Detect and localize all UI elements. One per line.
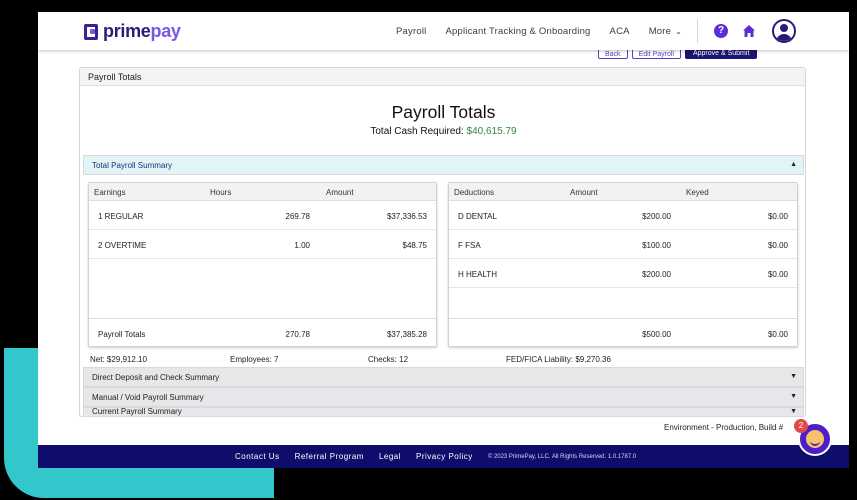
- card-header: Payroll Totals: [80, 68, 805, 86]
- deduction-keyed: $0.00: [767, 212, 788, 221]
- total-cash-required: Total Cash Required: $40,615.79: [80, 126, 807, 137]
- col-keyed: Keyed: [686, 188, 709, 197]
- chat-widget-button[interactable]: 2: [794, 419, 832, 456]
- app-window: primepay Payroll Applicant Tracking & On…: [38, 12, 849, 468]
- earning-amount: $37,336.53: [386, 212, 427, 221]
- deduction-keyed: $0.00: [767, 270, 788, 279]
- earning-name: 2 OVERTIME: [98, 241, 147, 250]
- payroll-summary-line: Net: $29,912.10 Employees: 7 Checks: 12 …: [80, 353, 807, 367]
- totals-amount: $37,385.28: [386, 330, 427, 339]
- accordion-current-payroll[interactable]: Current Payroll Summary ▼: [83, 407, 804, 417]
- earnings-totals-row: Payroll Totals 270.78 $37,385.28: [89, 318, 436, 346]
- col-hours: Hours: [210, 188, 232, 197]
- totals-keyed: $0.00: [767, 330, 788, 339]
- nav-payroll[interactable]: Payroll: [396, 25, 427, 37]
- chevron-down-icon: ⌄: [675, 26, 683, 36]
- col-earnings: Earnings: [94, 188, 126, 197]
- accordion-total-payroll-summary[interactable]: Total Payroll Summary ▲: [83, 155, 804, 175]
- totals-label: Payroll Totals: [98, 330, 146, 339]
- deduction-name: H HEALTH: [458, 270, 497, 279]
- earning-hours: 1.00: [294, 241, 310, 250]
- earning-hours: 269.78: [285, 212, 310, 221]
- table-row: 2 OVERTIME 1.00 $48.75: [89, 230, 436, 259]
- totals-amount: $500.00: [642, 330, 671, 339]
- cash-value: $40,615.79: [466, 126, 517, 137]
- earning-amount: $48.75: [402, 241, 427, 250]
- payroll-totals-card: Payroll Totals Payroll Totals Total Cash…: [79, 67, 806, 417]
- deductions-panel: Deductions Amount Keyed D DENTAL $200.00…: [448, 182, 798, 347]
- accordion-label: Manual / Void Payroll Summary: [92, 393, 204, 402]
- help-icon[interactable]: ?: [714, 24, 728, 38]
- employee-count: Employees: 7: [230, 355, 279, 364]
- footer-contact-us[interactable]: Contact Us: [235, 452, 280, 461]
- logo-text-prime: prime: [103, 21, 151, 41]
- avatar-head: [780, 24, 788, 32]
- deduction-name: F FSA: [458, 241, 481, 250]
- caret-down-icon: ▼: [790, 373, 797, 380]
- table-row: H HEALTH $200.00 $0.00: [449, 259, 797, 288]
- caret-down-icon: ▼: [790, 408, 797, 415]
- accordion-label: Current Payroll Summary: [92, 407, 182, 416]
- page-title: Payroll Totals: [391, 102, 496, 122]
- caret-down-icon: ▼: [790, 393, 797, 400]
- table-row: 1 REGULAR 269.78 $37,336.53: [89, 201, 436, 230]
- home-icon[interactable]: [742, 24, 756, 38]
- accordion-direct-deposit[interactable]: Direct Deposit and Check Summary ▼: [83, 367, 804, 387]
- chat-smiley-icon: [806, 430, 824, 448]
- user-avatar[interactable]: [772, 19, 796, 43]
- caret-up-icon: ▲: [790, 161, 797, 168]
- footer-copyright: © 2023 PrimePay, LLC. All Rights Reserve…: [487, 453, 637, 460]
- footer-legal[interactable]: Legal: [378, 452, 402, 461]
- earnings-panel: Earnings Hours Amount 1 REGULAR 269.78 $…: [88, 182, 437, 347]
- table-row: D DENTAL $200.00 $0.00: [449, 201, 797, 230]
- nav-applicant-tracking[interactable]: Applicant Tracking & Onboarding: [445, 25, 591, 37]
- avatar-body: [776, 34, 792, 41]
- deduction-amount: $200.00: [642, 212, 671, 221]
- check-count: Checks: 12: [368, 355, 409, 364]
- chat-notification-badge: 2: [794, 419, 808, 433]
- earning-name: 1 REGULAR: [98, 212, 144, 221]
- nav-divider: [697, 19, 698, 43]
- deduction-keyed: $0.00: [767, 241, 788, 250]
- deduction-amount: $100.00: [642, 241, 671, 250]
- logo-text-pay: pay: [150, 21, 181, 41]
- col-amount: Amount: [326, 188, 354, 197]
- col-deductions: Deductions: [454, 188, 495, 197]
- totals-hours: 270.78: [285, 330, 310, 339]
- col-amount: Amount: [570, 188, 598, 197]
- nav-more-label: More: [648, 25, 672, 37]
- accordion-label: Total Payroll Summary: [92, 161, 173, 170]
- nav-aca[interactable]: ACA: [609, 25, 630, 37]
- deductions-header: Deductions Amount Keyed: [449, 183, 797, 201]
- fed-fica-liability: FED/FICA Liability: $9,270.36: [506, 355, 611, 364]
- table-row: F FSA $100.00 $0.00: [449, 230, 797, 259]
- footer-referral-program[interactable]: Referral Program: [294, 452, 364, 461]
- top-header: primepay Payroll Applicant Tracking & On…: [38, 12, 849, 50]
- net-pay: Net: $29,912.10: [90, 355, 147, 364]
- deduction-name: D DENTAL: [458, 212, 497, 221]
- environment-info: Environment - Production, Build #: [664, 423, 784, 432]
- cash-label: Total Cash Required:: [370, 126, 467, 137]
- deductions-totals-row: $500.00 $0.00: [449, 318, 797, 346]
- footer-privacy-policy[interactable]: Privacy Policy: [416, 452, 473, 461]
- main-nav: Payroll Applicant Tracking & Onboarding …: [396, 12, 701, 50]
- accordion-label: Direct Deposit and Check Summary: [92, 373, 220, 382]
- deduction-amount: $200.00: [642, 270, 671, 279]
- nav-more[interactable]: More ⌄: [649, 26, 682, 37]
- logo-icon: [84, 23, 98, 40]
- primepay-logo[interactable]: primepay: [84, 21, 181, 42]
- footer: Contact Us Referral Program Legal Privac…: [38, 445, 849, 468]
- earnings-header: Earnings Hours Amount: [89, 183, 436, 201]
- accordion-manual-void[interactable]: Manual / Void Payroll Summary ▼: [83, 387, 804, 407]
